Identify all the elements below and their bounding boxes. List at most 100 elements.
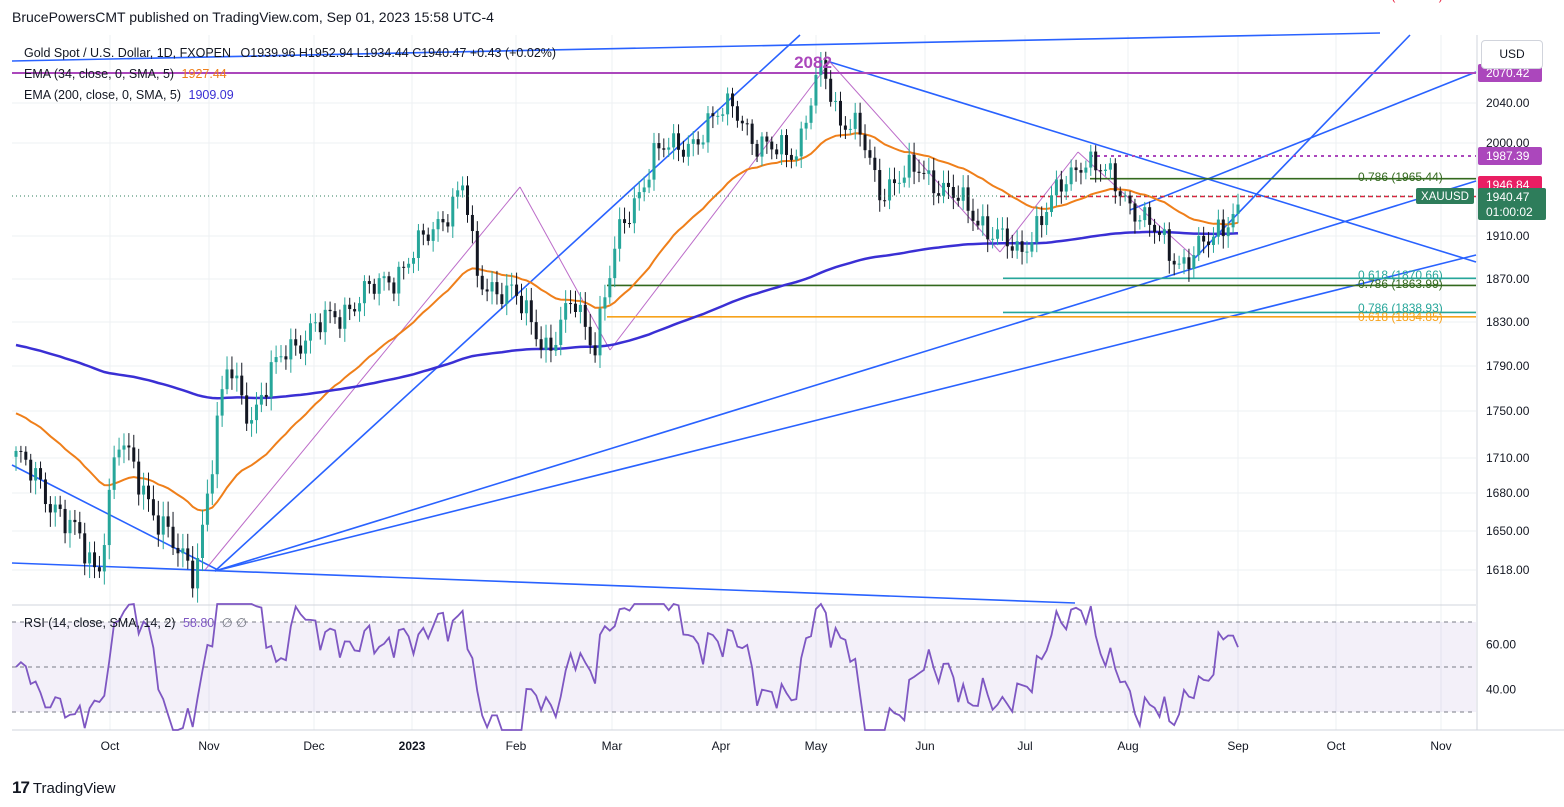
- candle-body: [1005, 228, 1009, 247]
- candle-body: [161, 516, 165, 535]
- candle-body: [426, 234, 430, 241]
- candle-body: [466, 185, 470, 215]
- candle-body: [215, 415, 219, 475]
- candle-body: [1050, 195, 1054, 212]
- candle-body: [583, 304, 587, 327]
- candle-body: [78, 522, 82, 534]
- candle-body: [932, 170, 936, 194]
- candle-body: [888, 179, 892, 201]
- candle-body: [799, 128, 803, 157]
- candle-body: [88, 552, 92, 564]
- candle-body: [304, 340, 308, 354]
- price-tick: 1710.00: [1486, 451, 1530, 465]
- candle-body: [308, 323, 312, 341]
- candle-body: [706, 113, 710, 143]
- candle-body: [250, 420, 254, 424]
- candle-body: [731, 93, 735, 107]
- rsi-line: [15, 602, 1239, 731]
- peak-annotation: 2082: [794, 53, 832, 72]
- price-tick: 1910.00: [1486, 229, 1530, 243]
- candle-body: [1207, 241, 1211, 246]
- candle-body: [510, 284, 514, 286]
- rsi-legend[interactable]: RSI (14, close, SMA, 14, 2) 58.80 ∅ ∅: [24, 615, 247, 630]
- candle-body: [686, 143, 690, 157]
- candle-body: [1015, 241, 1019, 251]
- candle-body: [1187, 257, 1191, 269]
- candle-body: [166, 516, 170, 527]
- price-tick: 1618.00: [1486, 563, 1530, 577]
- candle-body: [956, 197, 960, 201]
- candle-body: [127, 445, 131, 448]
- candle-body: [1226, 227, 1230, 237]
- candle-body: [559, 319, 563, 345]
- candle-body: [961, 187, 965, 201]
- ema200-legend[interactable]: EMA (200, close, 0, SMA, 5) 1909.09: [24, 88, 234, 102]
- time-tick: Nov: [1430, 739, 1451, 753]
- candle-body: [716, 115, 720, 117]
- candle-body: [662, 148, 666, 150]
- candle-body: [672, 133, 676, 148]
- candle-body: [848, 128, 852, 130]
- candle-body: [137, 461, 141, 495]
- footer-brand[interactable]: 17 TradingView: [12, 778, 115, 798]
- candle-body: [809, 105, 813, 123]
- candle-body: [937, 193, 941, 196]
- candle-body: [107, 489, 111, 546]
- currency-button[interactable]: USD: [1481, 40, 1543, 69]
- candle-body: [196, 558, 200, 589]
- candle-body: [598, 308, 602, 356]
- candle-body: [451, 196, 455, 227]
- candle-body: [421, 230, 425, 235]
- candle-body: [397, 266, 401, 294]
- candle-body: [554, 344, 558, 351]
- time-tick: Sep: [1227, 739, 1249, 753]
- candle-body: [996, 229, 1000, 239]
- candle-body: [97, 567, 101, 572]
- candle-body: [1172, 260, 1176, 265]
- candle-body: [240, 375, 244, 396]
- candle-body: [73, 519, 77, 523]
- candle-body: [500, 294, 504, 305]
- candle-body: [627, 223, 631, 225]
- candle-body: [515, 284, 519, 296]
- candle-body: [819, 60, 823, 75]
- candle-body: [534, 322, 538, 340]
- ema200-value: 1909.09: [188, 88, 234, 102]
- candle-body: [804, 122, 808, 129]
- candle-body: [1211, 236, 1215, 246]
- candle-body: [544, 337, 548, 350]
- candle-body: [269, 362, 273, 398]
- swing-leg: [999, 151, 1079, 253]
- candle-body: [1138, 220, 1142, 222]
- time-tick: Oct: [101, 739, 120, 753]
- ohlc-values: O1939.96 H1952.94 L1934.44 C1940.47 +0.4…: [240, 46, 557, 60]
- candle-body: [387, 276, 391, 283]
- candle-body: [946, 182, 950, 187]
- candle-body: [284, 356, 288, 360]
- candle-body: [230, 369, 234, 379]
- ema-lines: [15, 132, 1239, 512]
- trendlines: [11, 32, 1477, 604]
- ema34-legend[interactable]: EMA (34, close, 0, SMA, 5) 1927.44: [24, 67, 227, 81]
- candle-body: [181, 548, 185, 554]
- candle-body: [1167, 229, 1171, 261]
- candle-body: [613, 248, 617, 279]
- price-tick: 2040.00: [1486, 96, 1530, 110]
- candle-body: [912, 154, 916, 172]
- candle-body: [853, 112, 857, 129]
- candle-body: [1128, 195, 1132, 204]
- candle-body: [593, 345, 597, 356]
- candle-body: [1231, 214, 1235, 228]
- candle-body: [775, 149, 779, 155]
- time-tick: Jun: [915, 739, 934, 753]
- ema34-line: [15, 132, 1239, 512]
- candle-body: [348, 304, 352, 310]
- symbol-legend[interactable]: Gold Spot / U.S. Dollar, 1D, FXOPEN O193…: [24, 46, 556, 60]
- candle-body: [436, 219, 440, 230]
- last-price-label: [1478, 188, 1546, 220]
- candle-body: [58, 504, 62, 509]
- candle-body: [701, 142, 705, 145]
- candle-body: [235, 375, 239, 379]
